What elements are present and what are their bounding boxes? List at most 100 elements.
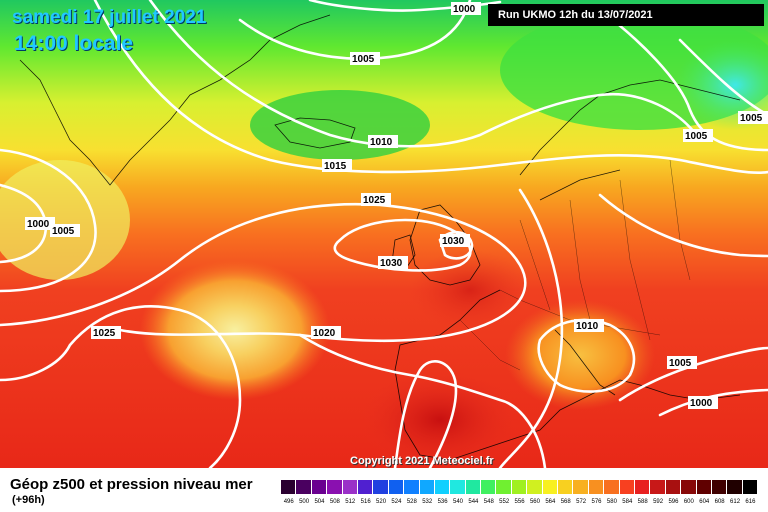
scale-value: 576 <box>591 499 602 505</box>
isobar-1005-greenland <box>0 148 97 293</box>
scale-swatch <box>481 480 497 494</box>
scale-value: 616 <box>745 499 756 505</box>
scale-value: 564 <box>545 499 556 505</box>
scale-swatch <box>634 480 651 494</box>
isobar-label: 1025 <box>363 195 386 206</box>
scale-value: 568 <box>560 499 571 505</box>
scale-swatch <box>450 480 466 494</box>
scale-value: 532 <box>422 499 433 505</box>
scale-swatch <box>711 480 728 494</box>
scale-swatch <box>573 480 589 494</box>
scale-value: 516 <box>360 499 371 505</box>
isobar-label: 1005 <box>52 226 75 237</box>
scale-swatch <box>296 480 312 494</box>
scale-value: 612 <box>730 499 741 505</box>
isobar-label: 1020 <box>313 328 336 339</box>
darkred-iberia <box>360 370 520 468</box>
scale-swatch <box>342 480 358 494</box>
scale-value: 600 <box>683 499 694 505</box>
scale-value: 520 <box>376 499 387 505</box>
scale-value: 540 <box>452 499 463 505</box>
scale-swatch <box>327 480 343 494</box>
isobar-1005-scandinavia <box>598 8 768 152</box>
scale-value: 548 <box>483 499 494 505</box>
scale-value: 528 <box>406 499 417 505</box>
isobar-label: 1005 <box>352 54 375 65</box>
scale-value: 560 <box>529 499 540 505</box>
scale-value: 588 <box>637 499 648 505</box>
scale-swatch <box>373 480 389 494</box>
scale-value: 544 <box>468 499 479 505</box>
isobar-label: 1005 <box>740 113 763 124</box>
scale-swatch <box>742 480 759 494</box>
scale-value: 496 <box>283 499 294 505</box>
scale-value: 500 <box>299 499 310 505</box>
isobar-1030-small <box>438 231 474 260</box>
isobar-label: 1030 <box>380 258 403 269</box>
scale-swatch <box>511 480 528 494</box>
forecast-time: 14:00 locale <box>14 32 134 55</box>
scale-swatch <box>419 480 435 494</box>
isobar-label: 1010 <box>370 137 393 148</box>
isobar-1020 <box>0 305 242 468</box>
british-isles-coast <box>409 204 481 286</box>
isobar-1000-scandinavia <box>678 38 768 117</box>
isobar-1030-high <box>333 218 472 272</box>
scale-swatch <box>650 480 666 494</box>
scale-value: 604 <box>699 499 710 505</box>
yellow-band-greenland <box>0 160 130 280</box>
iceland-coast <box>274 117 356 149</box>
scale-value: 608 <box>714 499 725 505</box>
scale-swatch <box>527 480 543 494</box>
italy-orange-dome <box>505 300 655 410</box>
scale-swatch <box>681 480 697 494</box>
isobar-labels: 1000 1005 1005 1010 1015 1025 1030 1030 … <box>25 2 768 409</box>
weather-map: 1000 1005 1005 1010 1015 1025 1030 1030 … <box>0 0 768 468</box>
trough-green-iceland <box>250 90 430 160</box>
scale-swatch <box>434 480 451 494</box>
scale-value: 572 <box>576 499 587 505</box>
scale-value: 536 <box>437 499 448 505</box>
scale-swatch <box>281 480 297 494</box>
scale-swatch <box>696 480 712 494</box>
forecast-date: samedi 17 juillet 2021 <box>12 7 207 28</box>
map-canvas: 1000 1005 1005 1010 1015 1025 1030 1030 … <box>0 0 768 468</box>
scale-swatch <box>727 480 743 494</box>
isobar-1010-east <box>598 193 768 258</box>
scale-swatch <box>496 480 512 494</box>
scale-value: 556 <box>514 499 525 505</box>
scale-swatch <box>558 480 574 494</box>
legend-bar: Géop z500 et pression niveau mer (+96h) … <box>0 468 768 512</box>
darkred-france <box>410 250 530 330</box>
color-scale <box>281 480 759 494</box>
isobar-label: 1000 <box>27 219 50 230</box>
scale-swatch <box>542 480 559 494</box>
scale-value: 592 <box>653 499 664 505</box>
scale-swatch <box>357 480 374 494</box>
mediterranean-coast <box>509 379 741 441</box>
scale-swatch <box>465 480 482 494</box>
baltic-coast <box>539 169 621 201</box>
color-scale-labels: 496 500 504 508 512 516 520 524 528 532 536 540 544 5… <box>281 498 758 508</box>
lead-time: (+96h) <box>12 494 45 506</box>
italy-coast <box>554 329 616 396</box>
greenland-coast <box>19 14 331 186</box>
scale-swatch <box>665 480 682 494</box>
coastlines <box>19 14 741 461</box>
isobar-label: 1000 <box>690 398 713 409</box>
model-run-label: Run UKMO 12h du 13/07/2021 <box>488 4 764 26</box>
isobar-label: 1000 <box>453 4 476 15</box>
cyan-area <box>675 40 768 130</box>
isobar-label: 1005 <box>669 358 692 369</box>
scale-swatch <box>311 480 328 494</box>
scale-swatch <box>388 480 405 494</box>
isobar-1015-iberia <box>393 360 458 468</box>
isobar-1020-east <box>298 333 547 468</box>
scale-value: 504 <box>314 499 325 505</box>
isobar-label: 1030 <box>442 236 465 247</box>
scale-value: 584 <box>622 499 633 505</box>
product-title: Géop z500 et pression niveau mer <box>10 476 253 493</box>
scale-value: 580 <box>606 499 617 505</box>
scale-swatch <box>588 480 605 494</box>
isobar-1005-east <box>618 346 768 402</box>
